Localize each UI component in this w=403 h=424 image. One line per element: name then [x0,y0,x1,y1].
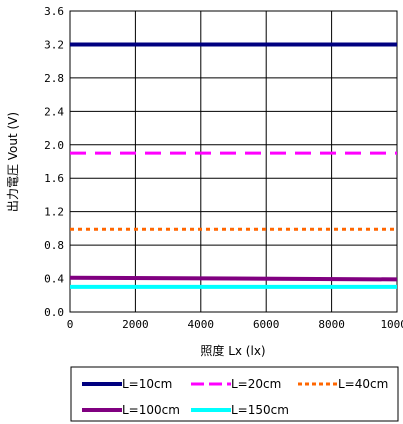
x-tick-label: 8000 [318,318,345,331]
y-tick-label: 3.6 [44,5,64,18]
y-tick-label: 0.4 [44,273,64,286]
y-tick-label: 1.2 [44,206,64,219]
legend-label: L=10cm [122,377,172,391]
y-tick-labels: 0.0 0.4 0.8 1.2 1.6 2.0 2.4 2.8 3.2 3.6 [44,5,64,319]
x-tick-label: 10000 [380,318,403,331]
y-tick-label: 0.8 [44,239,64,252]
y-axis-title: 出力電圧 Vout (V) [6,112,20,212]
plot-frame [69,10,398,313]
legend-box [70,366,399,422]
x-tick-label: 2000 [122,318,149,331]
x-tick-label: 4000 [188,318,215,331]
legend-label: L=100cm [122,403,180,417]
y-tick-label: 0.0 [44,306,64,319]
grid [70,11,397,312]
x-tick-label: 0 [67,318,74,331]
y-tick-label: 2.8 [44,72,64,85]
y-tick-label: 2.4 [44,105,64,118]
x-tick-label: 6000 [253,318,280,331]
legend-label: L=20cm [231,377,281,391]
legend-label: L=150cm [231,403,289,417]
y-tick-label: 3.2 [44,38,64,51]
legend-label: L=40cm [338,377,388,391]
legend: L=10cm L=20cm L=40cm L=100cm L=150cm [82,377,388,417]
series-group [69,42,398,289]
y-tick-label: 2.0 [44,139,64,152]
series-line [69,275,398,282]
x-axis-title: 照度 Lx (lx) [200,343,265,358]
y-tick-label: 1.6 [44,172,64,185]
x-tick-labels: 0 2000 4000 6000 8000 10000 [67,318,403,331]
